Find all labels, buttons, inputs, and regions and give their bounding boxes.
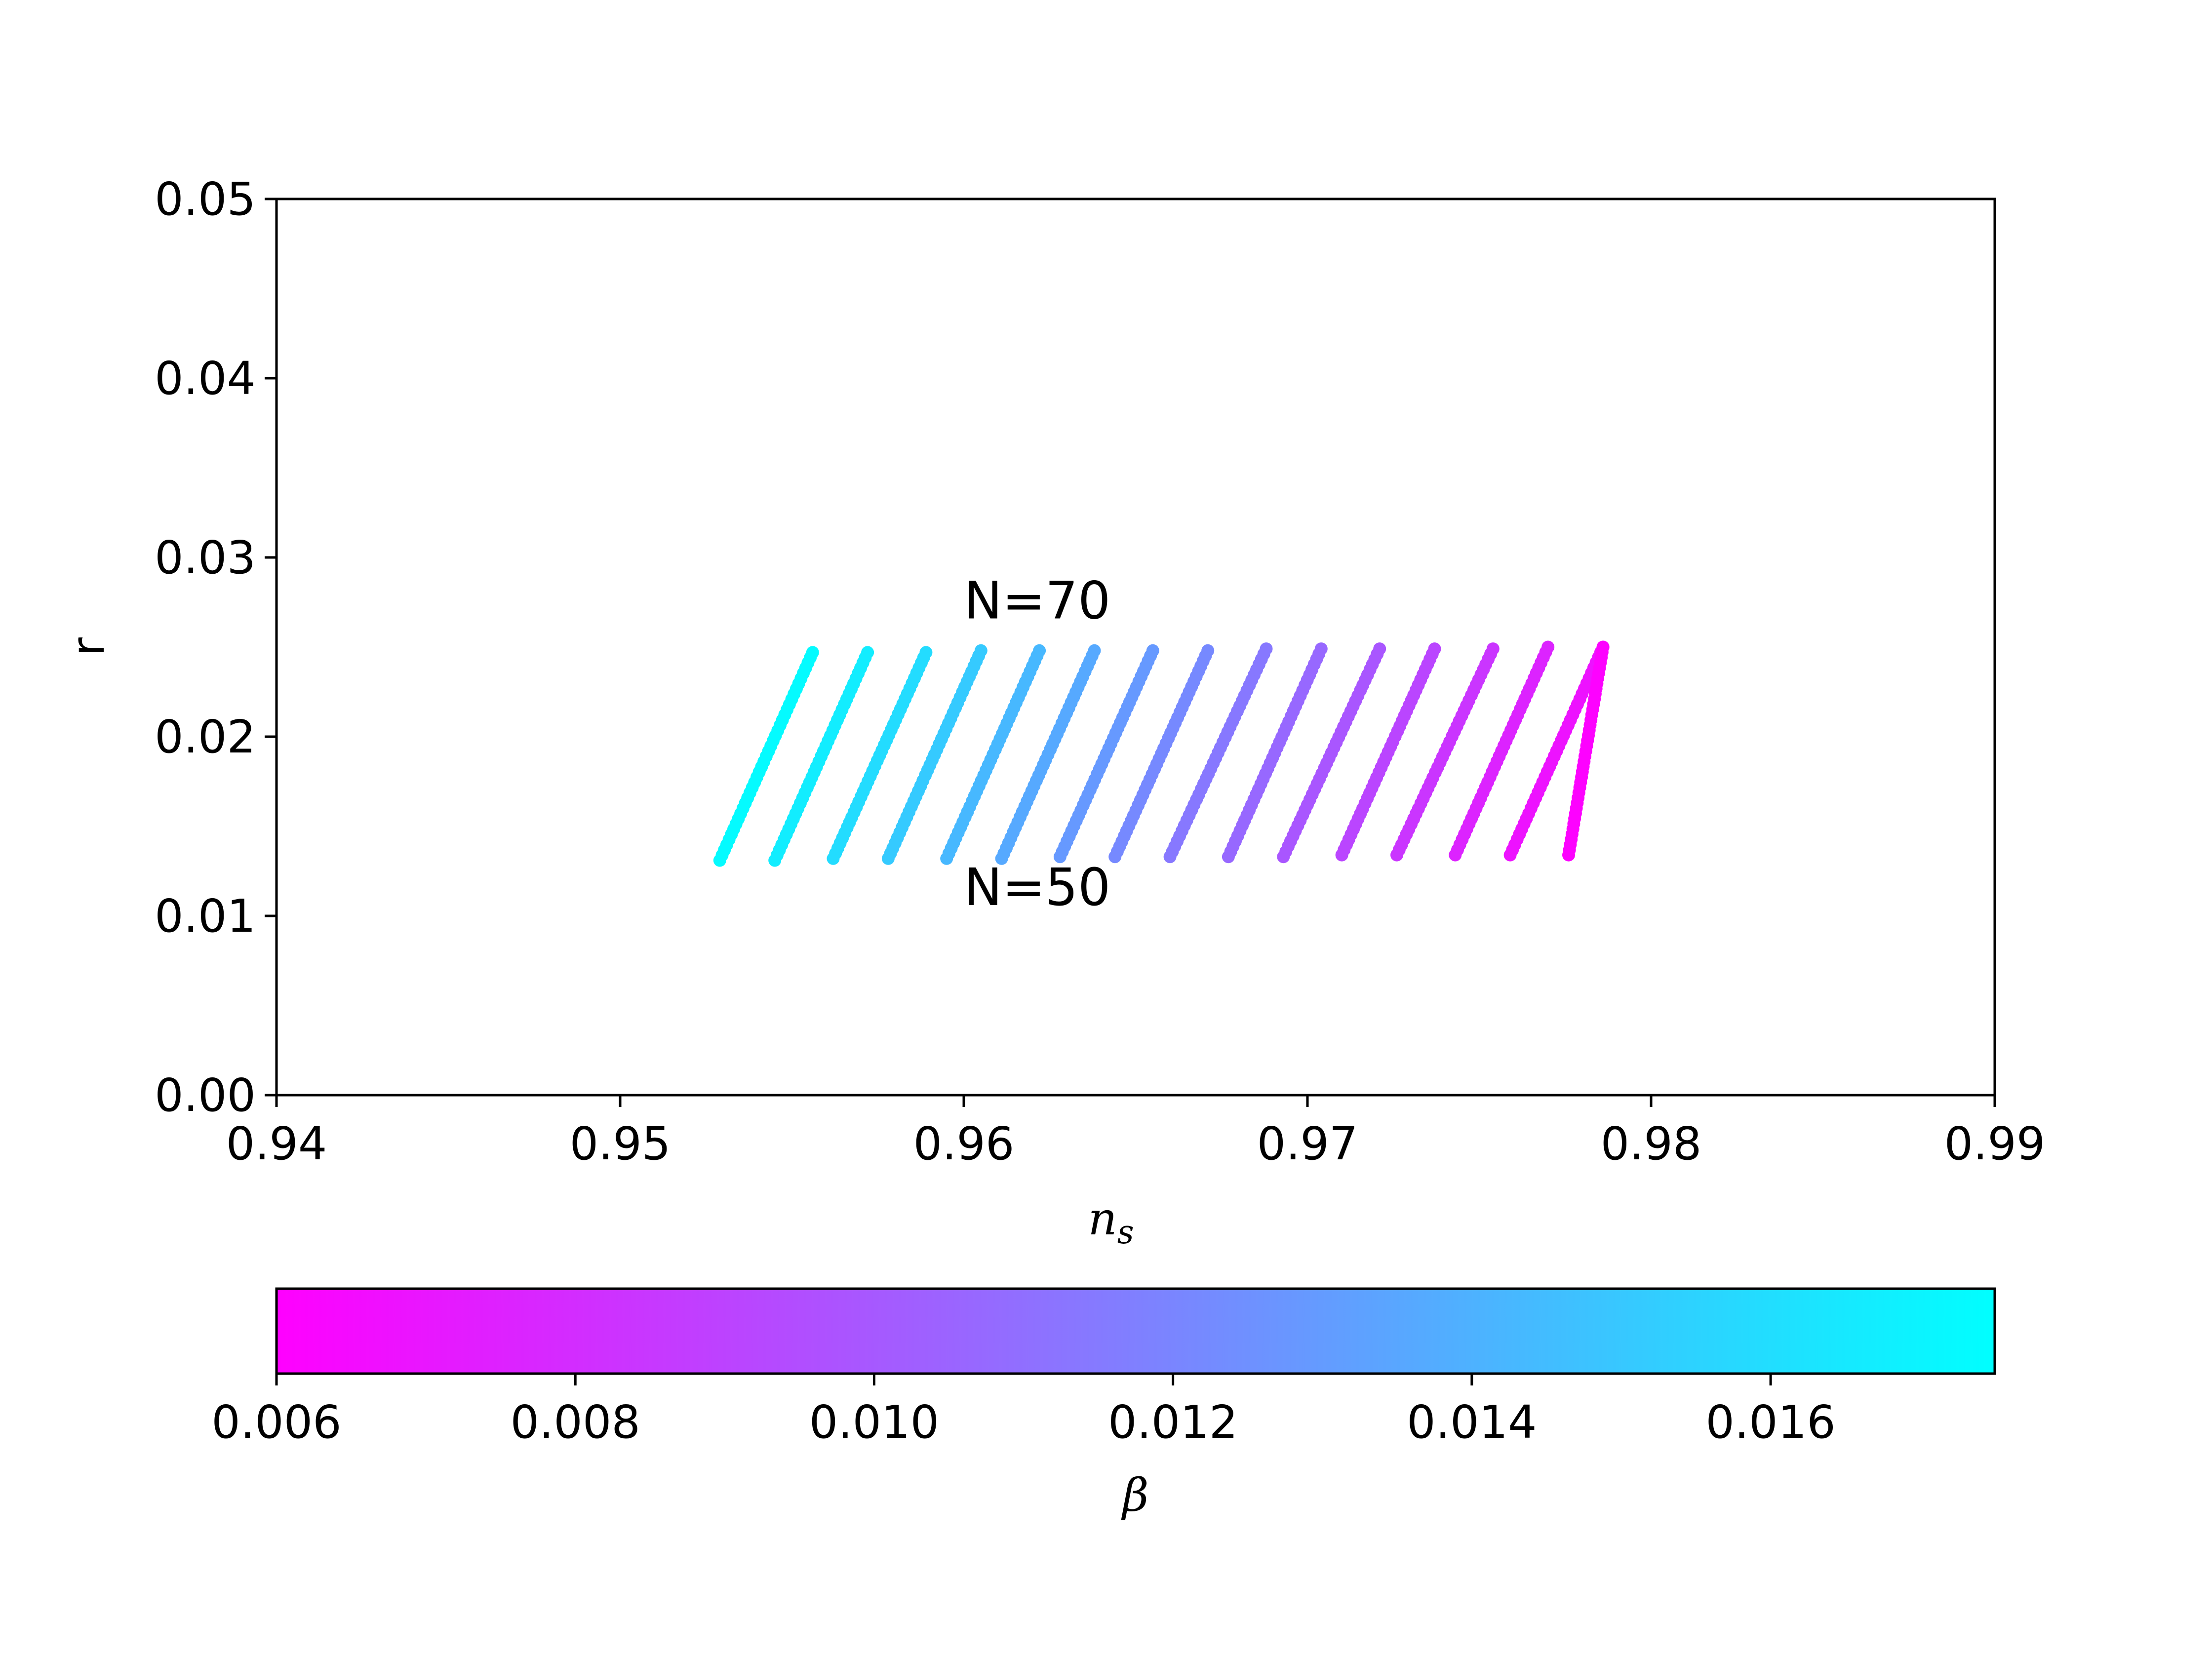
plot-area: N=70 N=50 [275, 198, 1996, 1097]
y-tick-label: 0.02 [155, 711, 256, 763]
scatter-point [1541, 640, 1555, 654]
x-tick-label: 0.99 [1944, 1117, 2046, 1170]
y-tick-label: 0.01 [155, 890, 256, 943]
scatter-point [1428, 642, 1441, 656]
colorbar-tick-label: 0.008 [511, 1396, 640, 1449]
x-tick-label: 0.98 [1601, 1117, 1702, 1170]
y-tick-label: 0.00 [155, 1069, 256, 1122]
y-axis: 0.00 0.01 0.02 0.03 0.04 0.05 [155, 173, 276, 1122]
scatter-point [1314, 642, 1328, 656]
y-axis-label: r [62, 637, 115, 656]
colorbar-ticks: 0.006 0.008 0.010 0.012 0.014 0.016 [211, 1374, 1836, 1449]
x-tick-label: 0.97 [1257, 1117, 1358, 1170]
x-tick-label: 0.94 [226, 1117, 327, 1170]
x-axis-label: ns [1088, 1192, 1134, 1251]
scatter-point [1260, 642, 1273, 656]
x-axis: 0.94 0.95 0.96 0.97 0.98 0.99 [226, 1095, 2046, 1170]
annotation-label: N=70 [964, 570, 1110, 631]
colorbar-tick-label: 0.016 [1705, 1396, 1835, 1449]
scatter-point [1486, 642, 1500, 656]
scatter-point [974, 644, 988, 657]
colorbar-tick-label: 0.012 [1108, 1396, 1238, 1449]
colorbar-label: β [1121, 1469, 1148, 1522]
scatter-point [1033, 644, 1046, 657]
y-tick-label: 0.05 [155, 173, 256, 226]
scatter-point [919, 646, 933, 659]
colorbar-tick-label: 0.010 [809, 1396, 939, 1449]
scatter-points [713, 640, 1610, 867]
y-tick-label: 0.03 [155, 531, 256, 584]
colorbar-tick-label: 0.014 [1407, 1396, 1537, 1449]
scatter-point [1373, 642, 1386, 656]
scatter-point [1201, 644, 1215, 657]
scatter-point [1088, 644, 1101, 657]
colorbar-gradient [275, 1287, 1996, 1375]
scatter-point [806, 646, 819, 659]
plot-frame [275, 198, 1996, 1097]
y-tick-label: 0.04 [155, 352, 256, 405]
scatter-point [1596, 640, 1610, 654]
x-tick-label: 0.95 [570, 1117, 671, 1170]
colorbar-tick-label: 0.006 [211, 1396, 341, 1449]
annotations: N=70 N=50 [964, 570, 1110, 917]
scatter-point [861, 646, 874, 659]
colorbar: 0.006 0.008 0.010 0.012 0.014 0.016 β [211, 1287, 1996, 1522]
scatter-point [1146, 644, 1159, 657]
annotation-label: N=50 [964, 857, 1110, 917]
x-tick-label: 0.96 [913, 1117, 1015, 1170]
